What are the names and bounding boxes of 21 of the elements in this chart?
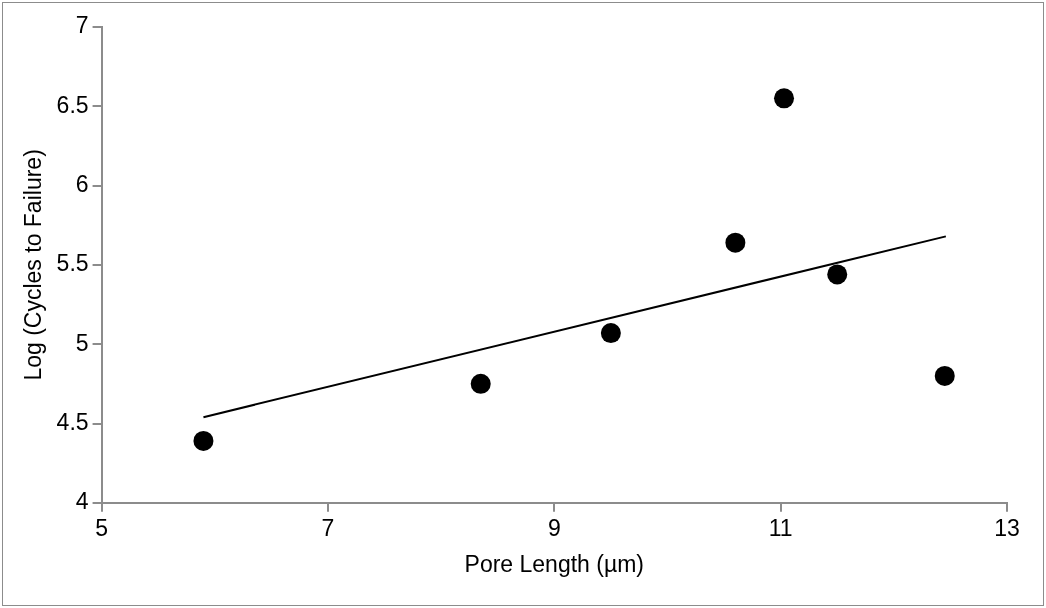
point	[934, 365, 955, 386]
x-tick-label: 5	[95, 514, 108, 541]
y-tick-label: 4.5	[56, 408, 89, 435]
y-tick-label: 5	[75, 329, 89, 356]
x-tick-label: 7	[321, 514, 335, 541]
x-tick-label: 11	[768, 514, 793, 541]
point	[827, 264, 848, 285]
y-axis-title: Log (Cycles to Failure)	[20, 149, 47, 381]
x-axis-title: Pore Length (µm)	[464, 550, 645, 577]
y-tick-label: 7	[75, 12, 89, 39]
x-tick-label: 13	[994, 514, 1020, 541]
x-tick-label: 9	[547, 514, 561, 541]
point	[774, 88, 795, 109]
y-tick-label: 5.5	[56, 250, 89, 277]
point	[725, 232, 746, 253]
point	[600, 323, 621, 344]
point	[193, 430, 214, 451]
point	[470, 373, 491, 394]
y-tick-label: 6.5	[56, 91, 89, 118]
y-tick-label: 6	[75, 170, 89, 197]
y-tick-label: 4	[75, 488, 89, 515]
